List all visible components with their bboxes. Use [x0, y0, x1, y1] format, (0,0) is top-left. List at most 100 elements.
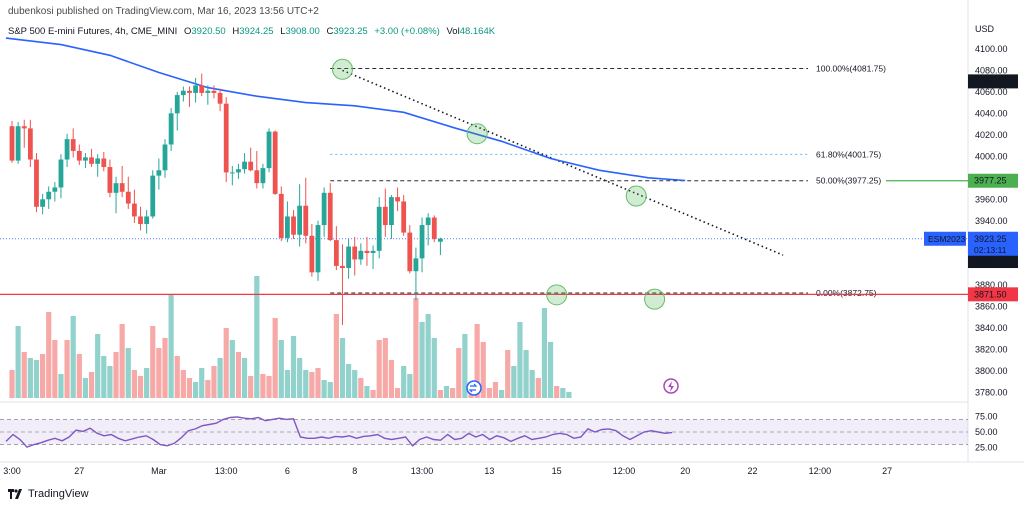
volume-bar — [529, 370, 535, 398]
moving-average-layer — [5, 37, 686, 182]
volume-bar — [358, 378, 364, 398]
volume-bar — [499, 390, 505, 398]
candle-body — [150, 175, 156, 217]
volume-bar — [199, 368, 205, 398]
time-tick-label: 27 — [74, 466, 84, 476]
candle-body — [174, 95, 180, 114]
volume-bar — [174, 356, 180, 398]
candle-body — [389, 197, 394, 226]
volume-bar — [217, 358, 223, 398]
candle-body — [46, 191, 52, 200]
candle-body — [327, 192, 333, 241]
candle-body — [168, 113, 174, 145]
volume-bar — [284, 370, 290, 398]
volume-bar — [480, 342, 486, 398]
volume-bar — [541, 308, 548, 398]
volume-bar — [505, 350, 511, 398]
level-price-label: 3871.50 — [974, 289, 1007, 299]
current-price-badge — [968, 231, 1018, 256]
volume-bar — [64, 340, 70, 398]
volume-bar — [431, 338, 437, 398]
candle-body — [40, 199, 45, 207]
volume-bar — [517, 322, 523, 398]
volume-bar — [413, 298, 419, 398]
countdown-label: 02:13:11 — [974, 245, 1007, 255]
drawings-layer: 100.00%(4081.75) 61.80%(4001.75) 50.00%(39… — [0, 63, 968, 298]
forward-event-icon — [466, 380, 482, 396]
publish-info: dubenkosi published on TradingView.com, … — [8, 6, 319, 17]
highlight-circle-marker — [331, 58, 353, 80]
candle-body — [156, 170, 162, 176]
volume-bar — [229, 340, 235, 398]
volume-value: 48.164K — [459, 26, 496, 37]
volume-bar — [425, 314, 431, 398]
volume-bar — [554, 386, 560, 398]
price-tick-label: 3820.00 — [975, 345, 1008, 355]
volume-bar — [193, 382, 199, 398]
time-tick-label: 13 — [484, 466, 494, 476]
candle-body — [199, 85, 205, 93]
candles-layer — [9, 73, 443, 325]
candle-body — [76, 150, 82, 161]
time-tick-label: 12:00 — [613, 466, 636, 476]
time-tick-label: 6 — [285, 466, 290, 476]
candle-body — [119, 183, 125, 192]
volume-bar — [272, 318, 278, 398]
candle-body — [34, 159, 39, 207]
candle-body — [285, 216, 290, 238]
candle-body — [95, 158, 101, 164]
volume-bar — [186, 378, 193, 398]
candle-body — [205, 90, 211, 93]
candle-body — [101, 158, 107, 168]
candle-body — [297, 205, 303, 235]
footer-brand[interactable]: TradingView — [8, 488, 89, 500]
volume-bar — [144, 368, 150, 398]
candle-body — [64, 139, 70, 160]
price-label-text: 4069.75 — [974, 76, 1007, 86]
volume-bar — [107, 366, 113, 398]
price-tick-label: 4020.00 — [975, 130, 1008, 140]
time-tick-label: 20 — [680, 466, 690, 476]
price-tick-label: 4100.00 — [975, 44, 1008, 54]
high-label: H — [232, 26, 240, 37]
candle-body — [113, 183, 119, 193]
symbol-name: S&P 500 E-mini Futures, 4h, CME_MINI — [8, 26, 178, 37]
volume-bar — [205, 380, 211, 398]
candle-body — [425, 217, 431, 226]
volume-bar — [382, 338, 388, 398]
candle-body — [58, 159, 64, 188]
fib-level-label: 50.00%(3977.25) — [816, 176, 881, 186]
time-axis[interactable]: 3:00 27 Mar 13:00 6 8 13:00 13 15 12:00 20 22 12:00 2… — [3, 466, 892, 476]
symbol-badge-label: ESM2023 — [928, 234, 966, 244]
candle-body — [266, 131, 272, 169]
fib-level-label: 0.00%(3872.75) — [816, 288, 877, 298]
price-axis[interactable]: USD 4100.00 4080.00 4060.00 4040.00 4020.00 40… — [924, 24, 1018, 398]
candle-body — [395, 197, 400, 202]
volume-bar — [297, 358, 303, 398]
candle-body — [272, 131, 278, 194]
volume-bar — [168, 294, 174, 398]
volume-bar — [394, 388, 401, 398]
volume-bar — [474, 324, 480, 398]
time-tick-label: 27 — [882, 466, 892, 476]
change-value: +3.00 (+0.08%) — [374, 26, 440, 37]
candle-body — [321, 192, 327, 226]
volume-bar — [113, 352, 119, 398]
candle-body — [193, 85, 198, 93]
candle-body — [370, 250, 376, 253]
candle-body — [229, 172, 235, 174]
volume-bar — [180, 370, 186, 398]
volume-bar — [248, 376, 254, 398]
time-tick-label: 13:00 — [215, 466, 238, 476]
symbol-badge — [924, 231, 966, 246]
trendline — [342, 69, 784, 256]
volume-bar — [33, 360, 40, 398]
fib-level-label: 61.80%(4001.75) — [816, 149, 881, 159]
candle-body — [21, 126, 27, 129]
volume-bar — [364, 386, 370, 398]
candle-body — [9, 126, 15, 161]
candle-body — [346, 246, 351, 269]
price-tick-label: 4040.00 — [975, 108, 1008, 118]
volume-bar — [266, 376, 272, 398]
symbol-legend[interactable]: S&P 500 E-mini Futures, 4h, CME_MINI O39… — [8, 26, 495, 37]
